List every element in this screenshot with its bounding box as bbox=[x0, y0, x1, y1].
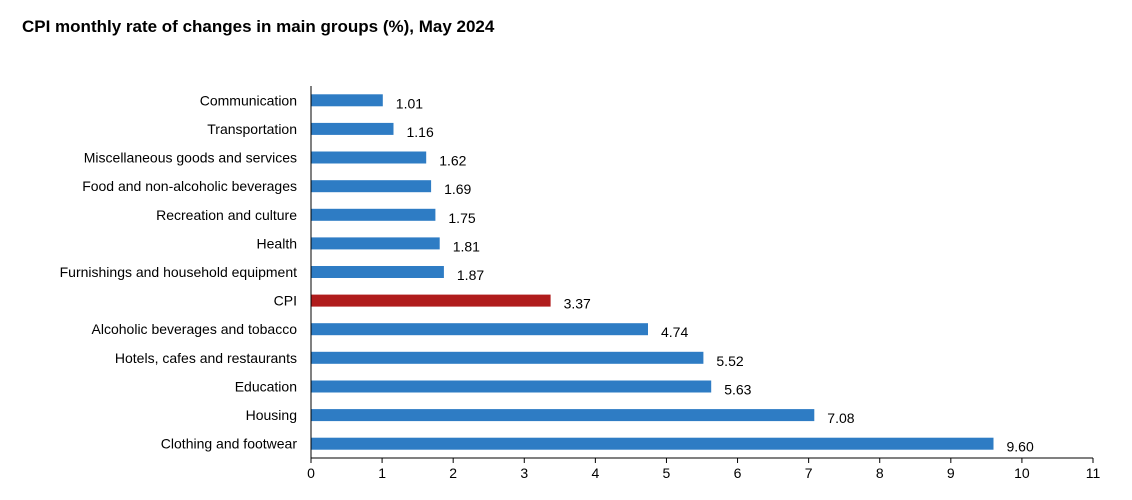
x-tick-label: 1 bbox=[378, 465, 386, 481]
bar bbox=[311, 409, 815, 422]
data-label: 4.74 bbox=[661, 324, 688, 340]
category-label: Communication bbox=[200, 92, 297, 108]
category-label: Education bbox=[235, 379, 297, 395]
category-label: Furnishings and household equipment bbox=[60, 264, 297, 280]
data-label: 1.87 bbox=[457, 267, 484, 283]
x-tick-label: 5 bbox=[663, 465, 671, 481]
bar bbox=[311, 237, 440, 250]
category-label: Alcoholic beverages and tobacco bbox=[92, 321, 298, 337]
bar bbox=[311, 380, 712, 393]
x-tick-label: 10 bbox=[1014, 465, 1030, 481]
x-tick-label: 7 bbox=[805, 465, 813, 481]
bar bbox=[311, 294, 551, 307]
data-label: 5.63 bbox=[724, 382, 751, 398]
bar bbox=[311, 208, 436, 221]
x-tick-label: 0 bbox=[307, 465, 315, 481]
data-label: 1.16 bbox=[407, 124, 434, 140]
category-label: Housing bbox=[246, 407, 297, 423]
data-label: 1.01 bbox=[396, 95, 423, 111]
category-label: Transportation bbox=[207, 121, 297, 137]
category-label: Clothing and footwear bbox=[161, 436, 298, 452]
chart-title: CPI monthly rate of changes in main grou… bbox=[22, 17, 495, 36]
data-label: 5.52 bbox=[716, 353, 743, 369]
data-label: 1.81 bbox=[453, 238, 480, 254]
bar bbox=[311, 94, 383, 107]
x-tick-label: 2 bbox=[449, 465, 457, 481]
data-label: 3.37 bbox=[564, 296, 591, 312]
data-label: 1.62 bbox=[439, 153, 466, 169]
category-label: Recreation and culture bbox=[156, 207, 297, 223]
category-label: CPI bbox=[274, 293, 297, 309]
x-tick-label: 11 bbox=[1086, 465, 1101, 481]
bar bbox=[311, 180, 432, 193]
data-label: 1.75 bbox=[448, 210, 475, 226]
data-label: 7.08 bbox=[827, 410, 854, 426]
bar bbox=[311, 323, 648, 336]
data-label: 9.60 bbox=[1007, 439, 1034, 455]
x-tick-label: 9 bbox=[947, 465, 955, 481]
category-label: Hotels, cafes and restaurants bbox=[115, 350, 297, 366]
data-label: 1.69 bbox=[444, 181, 471, 197]
bar bbox=[311, 437, 994, 450]
category-label: Health bbox=[257, 235, 297, 251]
bar bbox=[311, 266, 444, 278]
bar bbox=[311, 151, 427, 164]
bar bbox=[311, 122, 394, 135]
bar bbox=[311, 351, 704, 364]
category-label: Miscellaneous goods and services bbox=[84, 150, 297, 166]
x-tick-label: 4 bbox=[591, 465, 599, 481]
x-tick-label: 8 bbox=[876, 465, 884, 481]
x-tick-label: 6 bbox=[734, 465, 742, 481]
x-tick-label: 3 bbox=[520, 465, 528, 481]
category-label: Food and non-alcoholic beverages bbox=[82, 178, 297, 194]
